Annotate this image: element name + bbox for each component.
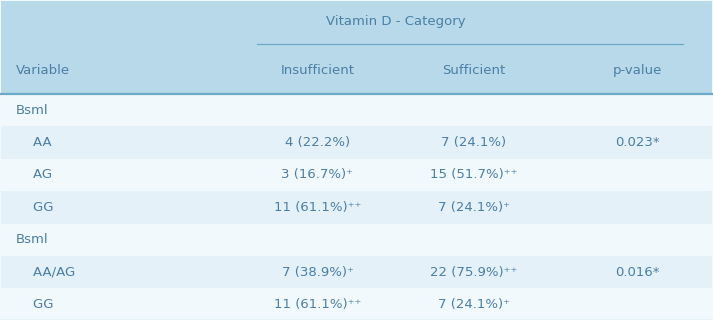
Text: 11 (61.1%)⁺⁺: 11 (61.1%)⁺⁺ xyxy=(274,298,361,311)
Text: GG: GG xyxy=(16,201,53,214)
Bar xyxy=(1,94,712,126)
Text: Variable: Variable xyxy=(16,64,70,77)
Text: AG: AG xyxy=(16,168,52,181)
Bar xyxy=(1,1,712,94)
Text: Bsml: Bsml xyxy=(16,104,48,117)
Text: AA: AA xyxy=(16,136,51,149)
Text: Vitamin D - Category: Vitamin D - Category xyxy=(326,15,466,28)
Text: GG: GG xyxy=(16,298,53,311)
Text: 3 (16.7%)⁺: 3 (16.7%)⁺ xyxy=(282,168,354,181)
Text: p-value: p-value xyxy=(612,64,662,77)
Text: 0.023*: 0.023* xyxy=(615,136,660,149)
Text: 7 (24.1%)⁺: 7 (24.1%)⁺ xyxy=(438,201,510,214)
Text: Bsml: Bsml xyxy=(16,233,48,246)
Text: 22 (75.9%)⁺⁺: 22 (75.9%)⁺⁺ xyxy=(430,266,518,279)
Text: Sufficient: Sufficient xyxy=(442,64,506,77)
Text: AA/AG: AA/AG xyxy=(16,266,75,279)
Bar xyxy=(1,288,712,320)
Text: 7 (24.1%)⁺: 7 (24.1%)⁺ xyxy=(438,298,510,311)
Bar xyxy=(1,159,712,191)
Text: 11 (61.1%)⁺⁺: 11 (61.1%)⁺⁺ xyxy=(274,201,361,214)
Bar xyxy=(1,191,712,224)
Bar xyxy=(1,256,712,288)
Text: 7 (24.1%): 7 (24.1%) xyxy=(441,136,506,149)
Bar xyxy=(1,224,712,256)
Bar xyxy=(1,126,712,159)
Text: 7 (38.9%)⁺: 7 (38.9%)⁺ xyxy=(282,266,354,279)
Text: 0.016*: 0.016* xyxy=(615,266,660,279)
Text: 4 (22.2%): 4 (22.2%) xyxy=(285,136,350,149)
Text: 15 (51.7%)⁺⁺: 15 (51.7%)⁺⁺ xyxy=(430,168,518,181)
Text: Insufficient: Insufficient xyxy=(280,64,354,77)
